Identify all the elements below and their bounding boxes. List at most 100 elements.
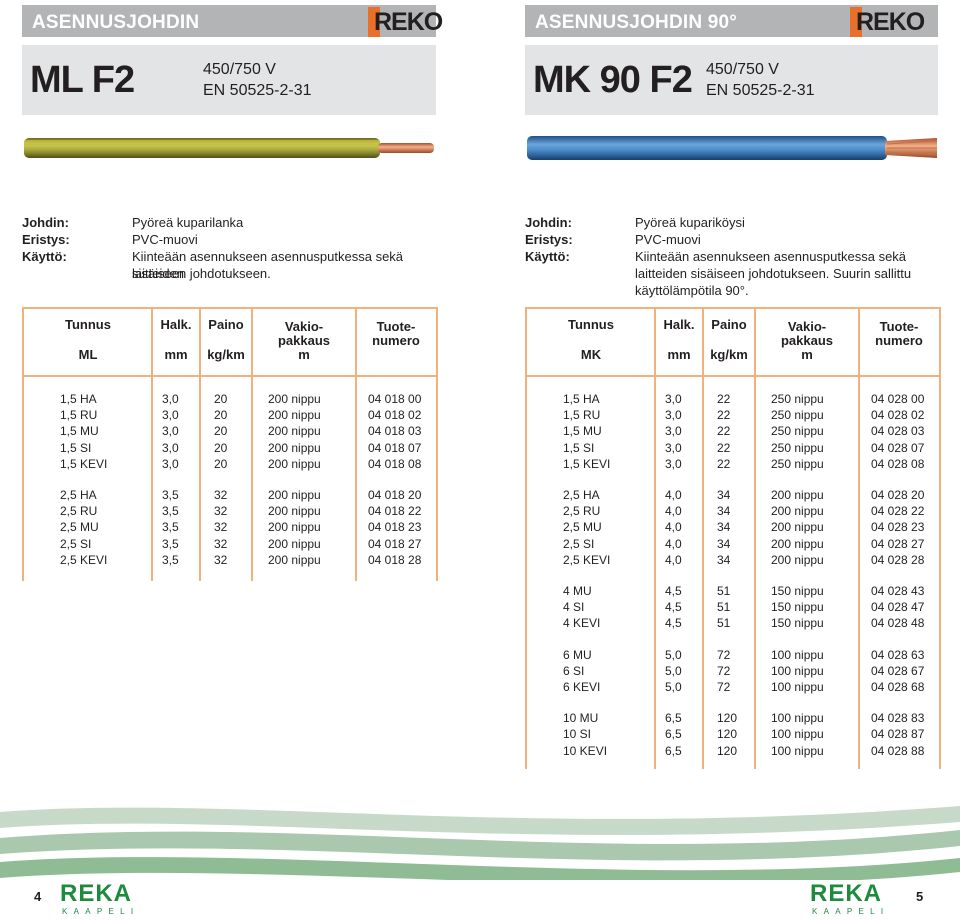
- cell-halk: 3,0: [665, 392, 682, 406]
- right-kaytto-2: laitteiden sisäiseen johdotukseen. Suuri…: [635, 266, 912, 281]
- cell-vakiopakkaus: 200 nippu: [268, 520, 321, 535]
- cell-halk: 3,0: [665, 456, 682, 471]
- header-vakiopakkaus: Vakio-: [787, 319, 827, 334]
- cell-tunnus: 4 KEVI: [563, 616, 601, 631]
- left-kaytto-1: Kiinteään asennukseen asennusputkessa se…: [132, 249, 404, 281]
- cell-vakiopakkaus: 200 nippu: [771, 552, 824, 567]
- header-halk: Halk.: [663, 317, 695, 332]
- header-tunnus: Tunnus: [65, 317, 111, 332]
- left-voltage: 450/750 V: [203, 61, 276, 78]
- column-separator: [702, 309, 704, 769]
- cell-tunnus: 1,5 KEVI: [60, 456, 108, 471]
- cell-halk: 3,0: [162, 440, 179, 455]
- cell-tunnus: 10 MU: [563, 711, 599, 726]
- cell-tuotenumero: 04 028 63: [871, 647, 925, 662]
- cell-tunnus: 2,5 MU: [563, 520, 602, 535]
- header-halk: mm: [667, 347, 691, 362]
- cell-halk: 6,5: [665, 727, 682, 742]
- cell-vakiopakkaus: 200 nippu: [268, 456, 321, 471]
- cell-tuotenumero: 04 018 02: [368, 408, 422, 423]
- right-johdin: Pyöreä kupariköysi: [635, 215, 745, 230]
- cell-vakiopakkaus: 200 nippu: [268, 408, 321, 423]
- cell-paino: 120: [717, 711, 738, 726]
- cell-tunnus: 4 SI: [563, 600, 585, 615]
- cell-halk: 3,0: [162, 392, 179, 406]
- cell-vakiopakkaus: 250 nippu: [771, 424, 824, 439]
- cell-tuotenumero: 04 018 03: [368, 424, 422, 439]
- cell-halk: 3,5: [162, 504, 179, 519]
- cell-tuotenumero: 04 028 27: [871, 536, 925, 551]
- cell-vakiopakkaus: 200 nippu: [268, 552, 321, 567]
- cell-paino: 51: [717, 600, 731, 615]
- column-separator: [151, 309, 153, 581]
- cell-tunnus: 1,5 HA: [563, 392, 600, 406]
- cell-tunnus: 2,5 RU: [563, 504, 601, 519]
- cell-paino: 120: [717, 743, 738, 758]
- cell-tunnus: 6 KEVI: [563, 680, 601, 694]
- cell-vakiopakkaus: 200 nippu: [268, 504, 321, 519]
- right-title-bar: ASENNUSJOHDIN 90° REKO: [525, 5, 938, 37]
- cell-tunnus: 1,5 RU: [563, 408, 601, 423]
- header-vakiopakkaus: Vakio-: [284, 319, 324, 334]
- left-cable-image: [24, 138, 434, 158]
- cell-halk: 4,5: [665, 584, 682, 598]
- left-eristys: PVC-muovi: [132, 232, 198, 247]
- left-title-bar: ASENNUSJOHDIN REKO: [22, 5, 443, 37]
- left-page-number: 4: [34, 889, 42, 904]
- header-tuotenumero: numero: [372, 333, 420, 348]
- right-reka-logo: REKA KAAPELI: [810, 880, 890, 916]
- cell-halk: 4,0: [665, 520, 682, 535]
- header-paino: Paino: [208, 317, 244, 332]
- cell-halk: 4,0: [665, 536, 682, 551]
- cell-tunnus: 10 KEVI: [563, 743, 608, 758]
- cell-paino: 32: [214, 552, 228, 567]
- column-separator: [858, 309, 860, 769]
- cell-halk: 6,5: [665, 711, 682, 726]
- cell-tunnus: 2,5 RU: [60, 504, 98, 519]
- right-page-number: 5: [916, 889, 924, 904]
- cell-paino: 22: [717, 424, 731, 439]
- cell-tunnus: 6 MU: [563, 647, 592, 662]
- cell-tunnus: 2,5 HA: [563, 488, 600, 502]
- header-tunnus: ML: [78, 347, 98, 362]
- cell-paino: 72: [717, 680, 731, 694]
- cell-tunnus: 1,5 SI: [60, 440, 92, 455]
- header-vakiopakkaus: pakkaus: [780, 333, 834, 348]
- header-separator: [24, 375, 436, 377]
- cell-vakiopakkaus: 100 nippu: [771, 663, 824, 678]
- cell-paino: 32: [214, 520, 228, 535]
- cell-vakiopakkaus: 250 nippu: [771, 408, 824, 423]
- cell-tuotenumero: 04 028 68: [871, 680, 925, 694]
- cell-paino: 20: [214, 408, 228, 423]
- header-paino: kg/km: [207, 347, 245, 362]
- cell-halk: 3,5: [162, 552, 179, 567]
- cell-halk: 5,0: [665, 680, 682, 694]
- right-kaytto-3: käyttölämpötila 90°.: [635, 283, 749, 298]
- cell-vakiopakkaus: 200 nippu: [268, 440, 321, 455]
- cell-tunnus: 2,5 SI: [563, 536, 595, 551]
- cell-tuotenumero: 04 018 07: [368, 440, 422, 455]
- left-kaytto-2: sisäiseen johdotukseen.: [132, 266, 271, 281]
- left-title: ASENNUSJOHDIN: [32, 12, 200, 33]
- right-product-code: MK 90 F2: [533, 59, 693, 101]
- cell-tuotenumero: 04 018 27: [368, 536, 422, 551]
- cell-tuotenumero: 04 028 88: [871, 743, 925, 758]
- cell-paino: 22: [717, 408, 731, 423]
- left-johdin: Pyöreä kuparilanka: [132, 215, 244, 230]
- cell-paino: 20: [214, 424, 228, 439]
- cell-halk: 3,0: [665, 440, 682, 455]
- cell-tunnus: 1,5 SI: [563, 440, 595, 455]
- cell-paino: 32: [214, 488, 228, 502]
- cell-vakiopakkaus: 100 nippu: [771, 711, 824, 726]
- header-paino: kg/km: [710, 347, 748, 362]
- cell-tuotenumero: 04 018 22: [368, 504, 422, 519]
- cell-tunnus: 2,5 MU: [60, 520, 99, 535]
- cell-vakiopakkaus: 200 nippu: [268, 424, 321, 439]
- cell-paino: 34: [717, 552, 731, 567]
- column-separator: [251, 309, 253, 581]
- left-product-bar: ML F2 450/750 V EN 50525-2-31: [22, 45, 436, 115]
- cell-tuotenumero: 04 028 67: [871, 663, 925, 678]
- cell-halk: 3,5: [162, 520, 179, 535]
- cell-tuotenumero: 04 028 00: [871, 392, 925, 406]
- header-paino: Paino: [711, 317, 747, 332]
